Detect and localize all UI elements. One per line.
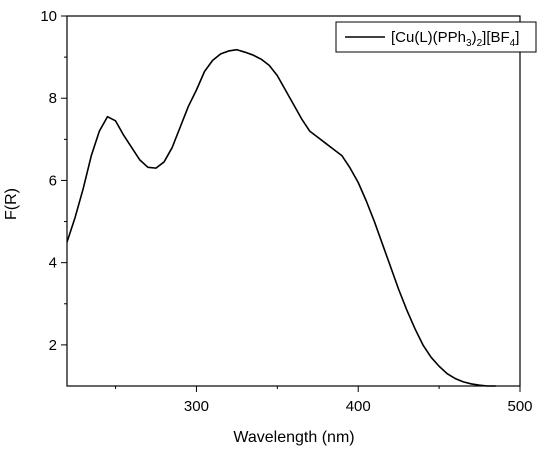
legend-label-part: ] (515, 29, 519, 46)
series-line (66, 48, 496, 387)
series-layer (66, 48, 496, 387)
legend-label-part: ][BF (482, 29, 510, 46)
legend-label-part: [Cu(L)(PPh (391, 29, 466, 46)
legend-label-sub: 2 (477, 38, 483, 49)
legend: [Cu(L)(PPh3)2][BF4] (335, 21, 537, 53)
x-tick-label: 400 (346, 398, 371, 415)
y-tick-label: 6 (49, 172, 57, 189)
x-tick-label: 500 (507, 398, 532, 415)
legend-label-sub: 3 (466, 38, 472, 49)
y-axis-ticks: 2 4 6 8 10 (40, 8, 67, 354)
y-tick-label: 10 (40, 8, 57, 25)
x-tick-label: 300 (184, 398, 209, 415)
plot-border (66, 15, 521, 387)
y-tick-label: 8 (49, 90, 57, 107)
legend-label-sub: 4 (510, 38, 516, 49)
plot-frame (66, 15, 521, 387)
y-tick-label: 2 (49, 337, 57, 354)
legend-label-part: ) (472, 29, 477, 46)
y-axis-label: F(R) (3, 188, 20, 220)
x-axis-ticks: 300 400 500 (115, 386, 533, 415)
legend-label: [Cu(L)(PPh3)2][BF4] (391, 29, 519, 49)
y-tick-label: 4 (49, 255, 57, 272)
x-axis-label: Wavelength (nm) (233, 429, 354, 446)
